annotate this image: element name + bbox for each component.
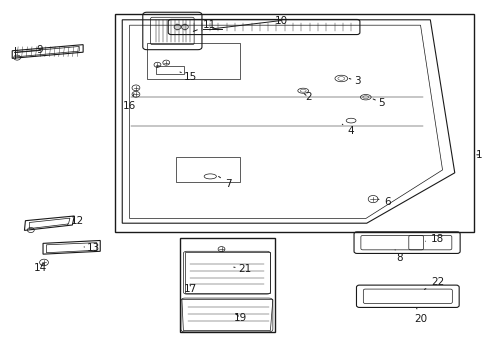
Text: 4: 4 bbox=[342, 124, 354, 136]
Text: 3: 3 bbox=[348, 76, 360, 86]
Text: 6: 6 bbox=[377, 197, 390, 207]
Text: 21: 21 bbox=[233, 264, 251, 274]
Text: 7: 7 bbox=[218, 176, 232, 189]
Text: 16: 16 bbox=[122, 94, 136, 111]
Text: 2: 2 bbox=[304, 92, 311, 102]
Bar bbox=[180, 238, 275, 332]
Text: 1: 1 bbox=[475, 150, 482, 160]
Text: 15: 15 bbox=[180, 72, 197, 82]
Text: 11: 11 bbox=[193, 20, 216, 31]
Text: 22: 22 bbox=[424, 276, 444, 289]
Text: 5: 5 bbox=[372, 98, 384, 108]
Text: 12: 12 bbox=[67, 216, 84, 226]
Text: 13: 13 bbox=[84, 243, 101, 253]
Text: 14: 14 bbox=[33, 263, 47, 273]
Text: 9: 9 bbox=[37, 45, 43, 55]
Text: 17: 17 bbox=[183, 284, 197, 294]
Text: 10: 10 bbox=[274, 15, 287, 26]
Bar bbox=[115, 14, 473, 232]
Text: 18: 18 bbox=[425, 234, 444, 244]
Text: 20: 20 bbox=[413, 308, 426, 324]
Text: 19: 19 bbox=[233, 313, 247, 323]
Text: 8: 8 bbox=[394, 250, 403, 263]
Bar bbox=[155, 66, 183, 74]
